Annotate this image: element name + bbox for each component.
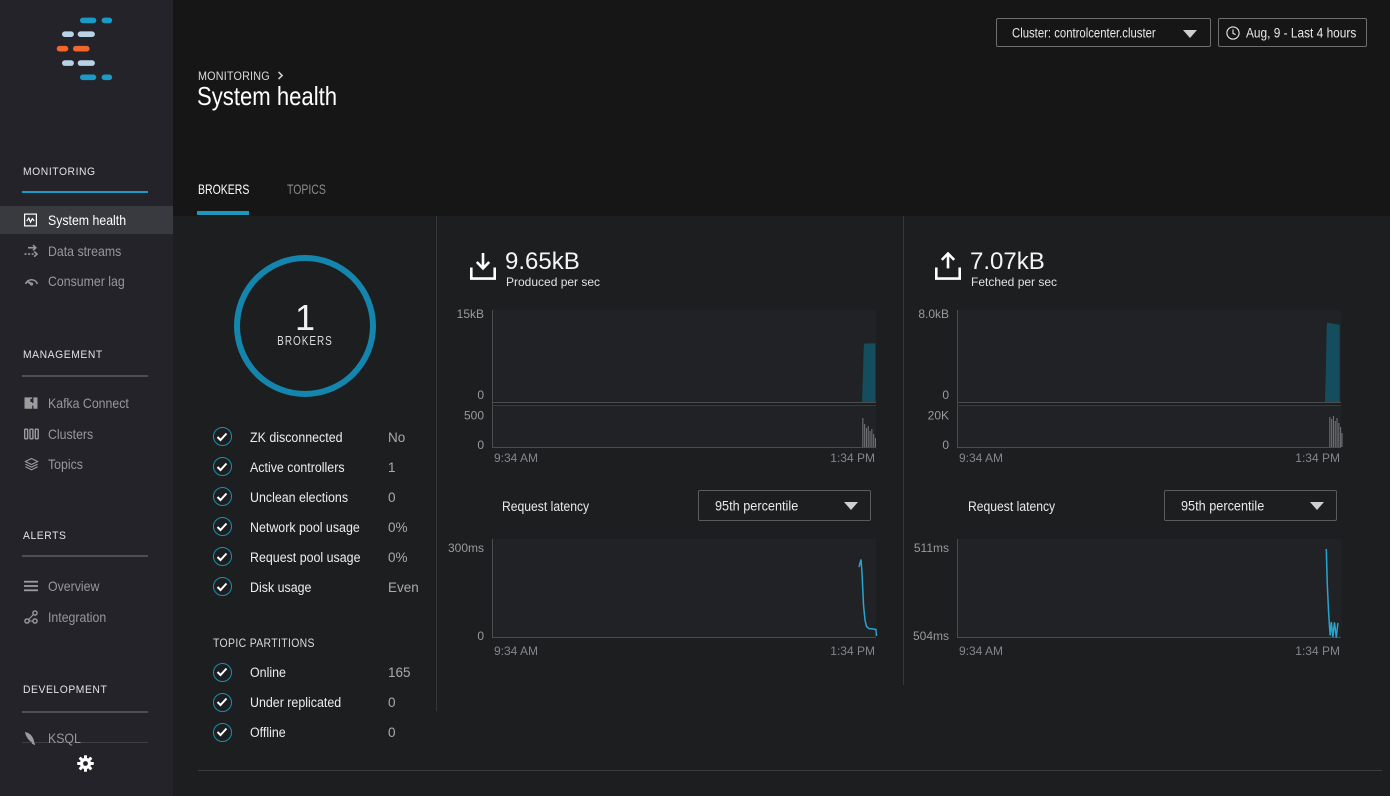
svg-text:0: 0 xyxy=(477,438,484,452)
svg-text:20K: 20K xyxy=(928,409,949,423)
svg-text:9:34 AM: 9:34 AM xyxy=(959,451,1003,465)
svg-text:8.0kB: 8.0kB xyxy=(918,307,949,321)
svg-text:1:34 PM: 1:34 PM xyxy=(1295,644,1340,658)
svg-text:1:34 PM: 1:34 PM xyxy=(830,644,875,658)
svg-text:9:34 AM: 9:34 AM xyxy=(494,451,538,465)
svg-text:504ms: 504ms xyxy=(913,629,949,643)
svg-text:300ms: 300ms xyxy=(448,541,484,555)
svg-text:0: 0 xyxy=(942,438,949,452)
svg-text:15kB: 15kB xyxy=(457,307,484,321)
svg-text:500: 500 xyxy=(464,409,484,423)
svg-text:1:34 PM: 1:34 PM xyxy=(1295,451,1340,465)
svg-text:511ms: 511ms xyxy=(914,541,949,555)
svg-text:9:34 AM: 9:34 AM xyxy=(959,644,1003,658)
svg-text:0: 0 xyxy=(477,388,484,402)
svg-text:0: 0 xyxy=(477,629,484,643)
svg-text:1:34 PM: 1:34 PM xyxy=(830,451,875,465)
svg-text:0: 0 xyxy=(942,388,949,402)
svg-text:9:34 AM: 9:34 AM xyxy=(494,644,538,658)
